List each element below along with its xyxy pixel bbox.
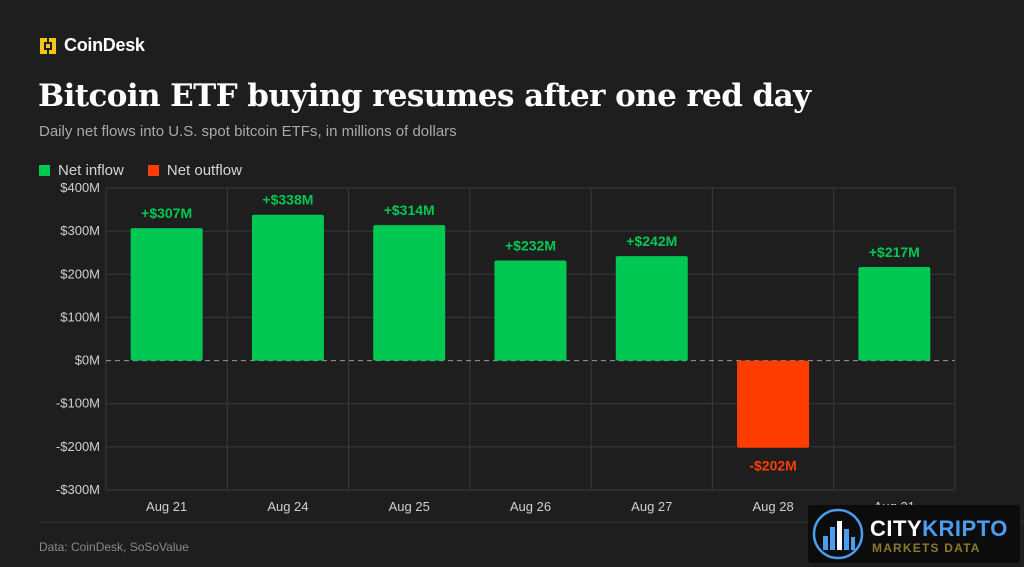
data-label: +$217M: [869, 244, 920, 260]
bar: [251, 214, 324, 361]
data-label: +$232M: [505, 237, 556, 253]
legend-item-inflow: Net inflow: [39, 162, 124, 179]
y-tick-label: $300M: [60, 223, 100, 238]
data-label: -$202M: [749, 458, 796, 474]
chart-legend: Net inflow Net outflow: [39, 162, 242, 179]
legend-label-outflow: Net outflow: [166, 162, 242, 179]
brand-logo: CoinDesk: [38, 35, 145, 56]
y-tick-label: $100M: [60, 309, 100, 324]
legend-label-inflow: Net inflow: [58, 162, 124, 179]
bar: [737, 360, 810, 448]
watermark-brand: CITYKRIPTO: [870, 516, 1008, 541]
y-tick-label: $400M: [60, 180, 100, 195]
y-tick-label: -$100M: [56, 396, 100, 411]
bar: [858, 266, 931, 361]
data-source: Data: CoinDesk, SoSoValue: [39, 540, 189, 554]
x-tick-label: Aug 27: [631, 499, 672, 514]
city-skyline-icon: [812, 508, 864, 560]
x-tick-label: Aug 21: [146, 499, 187, 514]
chart-title: Bitcoin ETF buying resumes after one red…: [38, 78, 811, 114]
watermark-tagline: MARKETS DATA: [872, 541, 981, 555]
watermark: CITYKRIPTO MARKETS DATA: [808, 505, 1020, 563]
data-label: +$242M: [626, 233, 677, 249]
brand-name: CoinDesk: [64, 35, 145, 55]
y-tick-label: $0M: [75, 353, 100, 368]
x-tick-label: Aug 26: [510, 499, 551, 514]
bar: [615, 256, 688, 361]
legend-swatch-outflow: [147, 165, 159, 176]
data-label: +$338M: [262, 192, 313, 208]
y-tick-label: $200M: [60, 266, 100, 281]
bar: [373, 225, 446, 361]
x-tick-label: Aug 24: [267, 499, 308, 514]
x-tick-label: Aug 25: [389, 499, 430, 514]
bar: [494, 260, 567, 361]
coindesk-logo-icon: [40, 37, 56, 54]
data-label: +$307M: [141, 205, 192, 221]
x-tick-label: Aug 28: [752, 499, 793, 514]
y-tick-label: -$300M: [56, 482, 100, 497]
legend-swatch-inflow: [39, 165, 50, 176]
legend-item-outflow: Net outflow: [147, 162, 242, 179]
y-tick-label: -$200M: [56, 439, 100, 454]
chart-subtitle: Daily net flows into U.S. spot bitcoin E…: [39, 123, 457, 140]
data-label: +$314M: [384, 202, 435, 218]
bar: [130, 228, 203, 361]
